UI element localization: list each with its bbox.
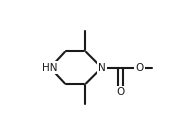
Text: HN: HN [42,63,58,73]
Text: O: O [135,63,143,73]
Text: O: O [116,87,125,97]
Text: N: N [98,63,106,73]
